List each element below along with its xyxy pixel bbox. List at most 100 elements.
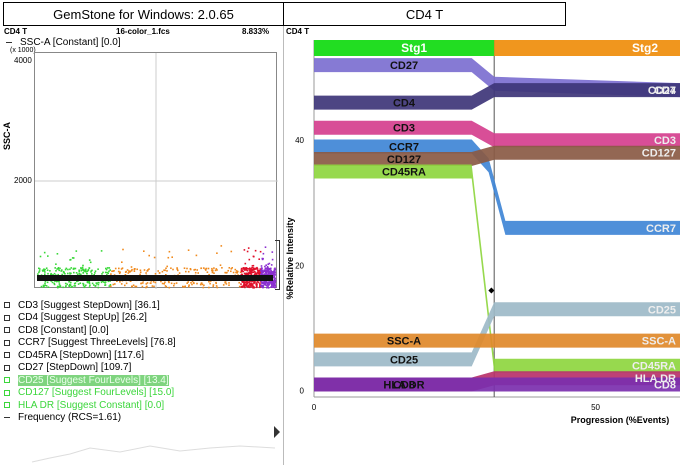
scatter-point xyxy=(260,270,262,273)
scatter-point xyxy=(266,265,269,268)
scatter-point xyxy=(62,270,65,273)
checkbox-icon[interactable] xyxy=(4,339,10,346)
checkbox-icon[interactable] xyxy=(4,302,10,309)
scatter-point xyxy=(252,285,255,288)
scatter-point xyxy=(47,286,50,288)
scatter-point xyxy=(243,268,246,270)
band-cd25 xyxy=(314,302,680,367)
scatter-point xyxy=(68,281,70,283)
band-cd4 xyxy=(314,83,680,110)
scatter-point xyxy=(267,281,270,284)
scatter-point xyxy=(243,282,246,285)
legend-item[interactable]: CD25 [Suggest FourLevels] [13.4] xyxy=(4,374,176,387)
scatter-point xyxy=(265,264,267,266)
scatter-point xyxy=(88,286,91,288)
scatter-point xyxy=(57,286,59,289)
legend-item[interactable]: CD4 [Suggest StepUp] [26.2] xyxy=(4,312,176,325)
scatter-point xyxy=(257,270,260,272)
scatter-point xyxy=(252,264,255,267)
scatter-point xyxy=(248,258,251,261)
scatter-point xyxy=(255,284,258,287)
scatter-point xyxy=(177,269,179,272)
scatter-point xyxy=(133,268,136,271)
scatter-point xyxy=(67,272,69,275)
scatter-point xyxy=(67,268,69,271)
legend-item[interactable]: CD3 [Suggest StepDown] [36.1] xyxy=(4,299,176,312)
scatter-point xyxy=(112,270,114,272)
checkbox-icon[interactable] xyxy=(4,377,10,384)
scatter-point xyxy=(246,283,248,285)
scatter-point xyxy=(78,270,80,273)
scatter-point xyxy=(170,267,172,269)
scatter-point xyxy=(64,282,67,285)
chart-bands xyxy=(314,58,680,392)
scatter-point xyxy=(163,283,165,285)
scatter-point xyxy=(230,268,233,270)
band-label-right: CD4 xyxy=(654,85,677,97)
legend-item[interactable]: HLA DR [Suggest Constant] [0.0] xyxy=(4,399,176,412)
scatter-point xyxy=(126,269,129,271)
scatter-point xyxy=(94,272,96,274)
checkbox-icon[interactable] xyxy=(4,314,10,321)
stage-2-label: Stg2 xyxy=(632,41,658,55)
scatter-point xyxy=(252,267,255,270)
scatter-point xyxy=(252,255,255,258)
scatter-point xyxy=(182,286,185,288)
scatter-point xyxy=(93,284,95,286)
scatter-point xyxy=(203,284,205,287)
legend-item-label: CD4 [Suggest StepUp] [26.2] xyxy=(18,312,147,324)
scatter-point xyxy=(69,259,71,261)
checkbox-icon[interactable] xyxy=(4,364,10,371)
scatter-point xyxy=(89,284,91,286)
band-label-left: CD45RA xyxy=(382,167,426,179)
checkbox-icon[interactable] xyxy=(4,389,10,396)
scatter-point xyxy=(108,267,111,269)
scatter-point xyxy=(251,283,254,286)
scatter-point xyxy=(153,256,156,259)
scatter-point xyxy=(256,271,259,274)
scatter-point xyxy=(256,286,258,288)
legend-item[interactable]: CCR7 [Suggest ThreeLevels] [76.8] xyxy=(4,337,176,350)
checkbox-icon[interactable] xyxy=(4,352,10,359)
scatter-point xyxy=(194,271,197,274)
scatter-point xyxy=(168,281,170,284)
legend-item[interactable]: CD8 [Constant] [0.0] xyxy=(4,324,176,337)
scatter-point xyxy=(209,282,211,285)
scatter-point xyxy=(57,273,59,276)
scatter-point xyxy=(246,272,248,275)
scatter-point xyxy=(168,286,171,289)
scatter-point xyxy=(270,273,272,275)
legend-item[interactable]: Frequency (RCS=1.61) xyxy=(4,412,176,425)
scatter-point xyxy=(56,268,58,270)
scatter-point xyxy=(243,272,246,275)
legend-item[interactable]: CD127 [Suggest FourLevels] [15.0] xyxy=(4,387,176,400)
checkbox-icon[interactable] xyxy=(4,327,10,334)
legend-item[interactable]: CD45RA [StepDown] [117.6] xyxy=(4,349,176,362)
scatter-point xyxy=(216,286,219,289)
scatter-point xyxy=(161,270,164,273)
scatter-plot[interactable] xyxy=(34,52,278,289)
scatter-point xyxy=(103,281,105,283)
scatter-point xyxy=(254,268,256,270)
param-row[interactable]: SSC-A [Constant] [0.0] xyxy=(6,37,121,48)
probability-state-chart[interactable]: 0 20 40 0 50 Progression (%Events) %Relative I… xyxy=(284,27,680,465)
scatter-point xyxy=(253,273,256,276)
scatter-point xyxy=(167,280,170,283)
scatter-point xyxy=(107,272,109,275)
scatter-point xyxy=(189,268,192,270)
scatter-point xyxy=(242,281,245,283)
scatter-point xyxy=(118,267,120,270)
scatter-point xyxy=(129,270,131,273)
dash-icon[interactable] xyxy=(4,417,10,419)
legend-item-label: CD45RA [StepDown] [117.6] xyxy=(18,349,144,361)
scatter-point xyxy=(262,273,264,276)
scatter-point xyxy=(247,284,250,287)
scatter-point xyxy=(273,271,276,273)
scatter-point xyxy=(187,270,190,273)
scatter-point xyxy=(245,285,248,287)
checkbox-icon[interactable] xyxy=(4,402,10,409)
band-cd8 xyxy=(314,377,680,392)
legend-item[interactable]: CD27 [StepDown] [109.7] xyxy=(4,362,176,375)
scatter-point xyxy=(120,283,123,285)
scatter-point xyxy=(231,267,233,269)
